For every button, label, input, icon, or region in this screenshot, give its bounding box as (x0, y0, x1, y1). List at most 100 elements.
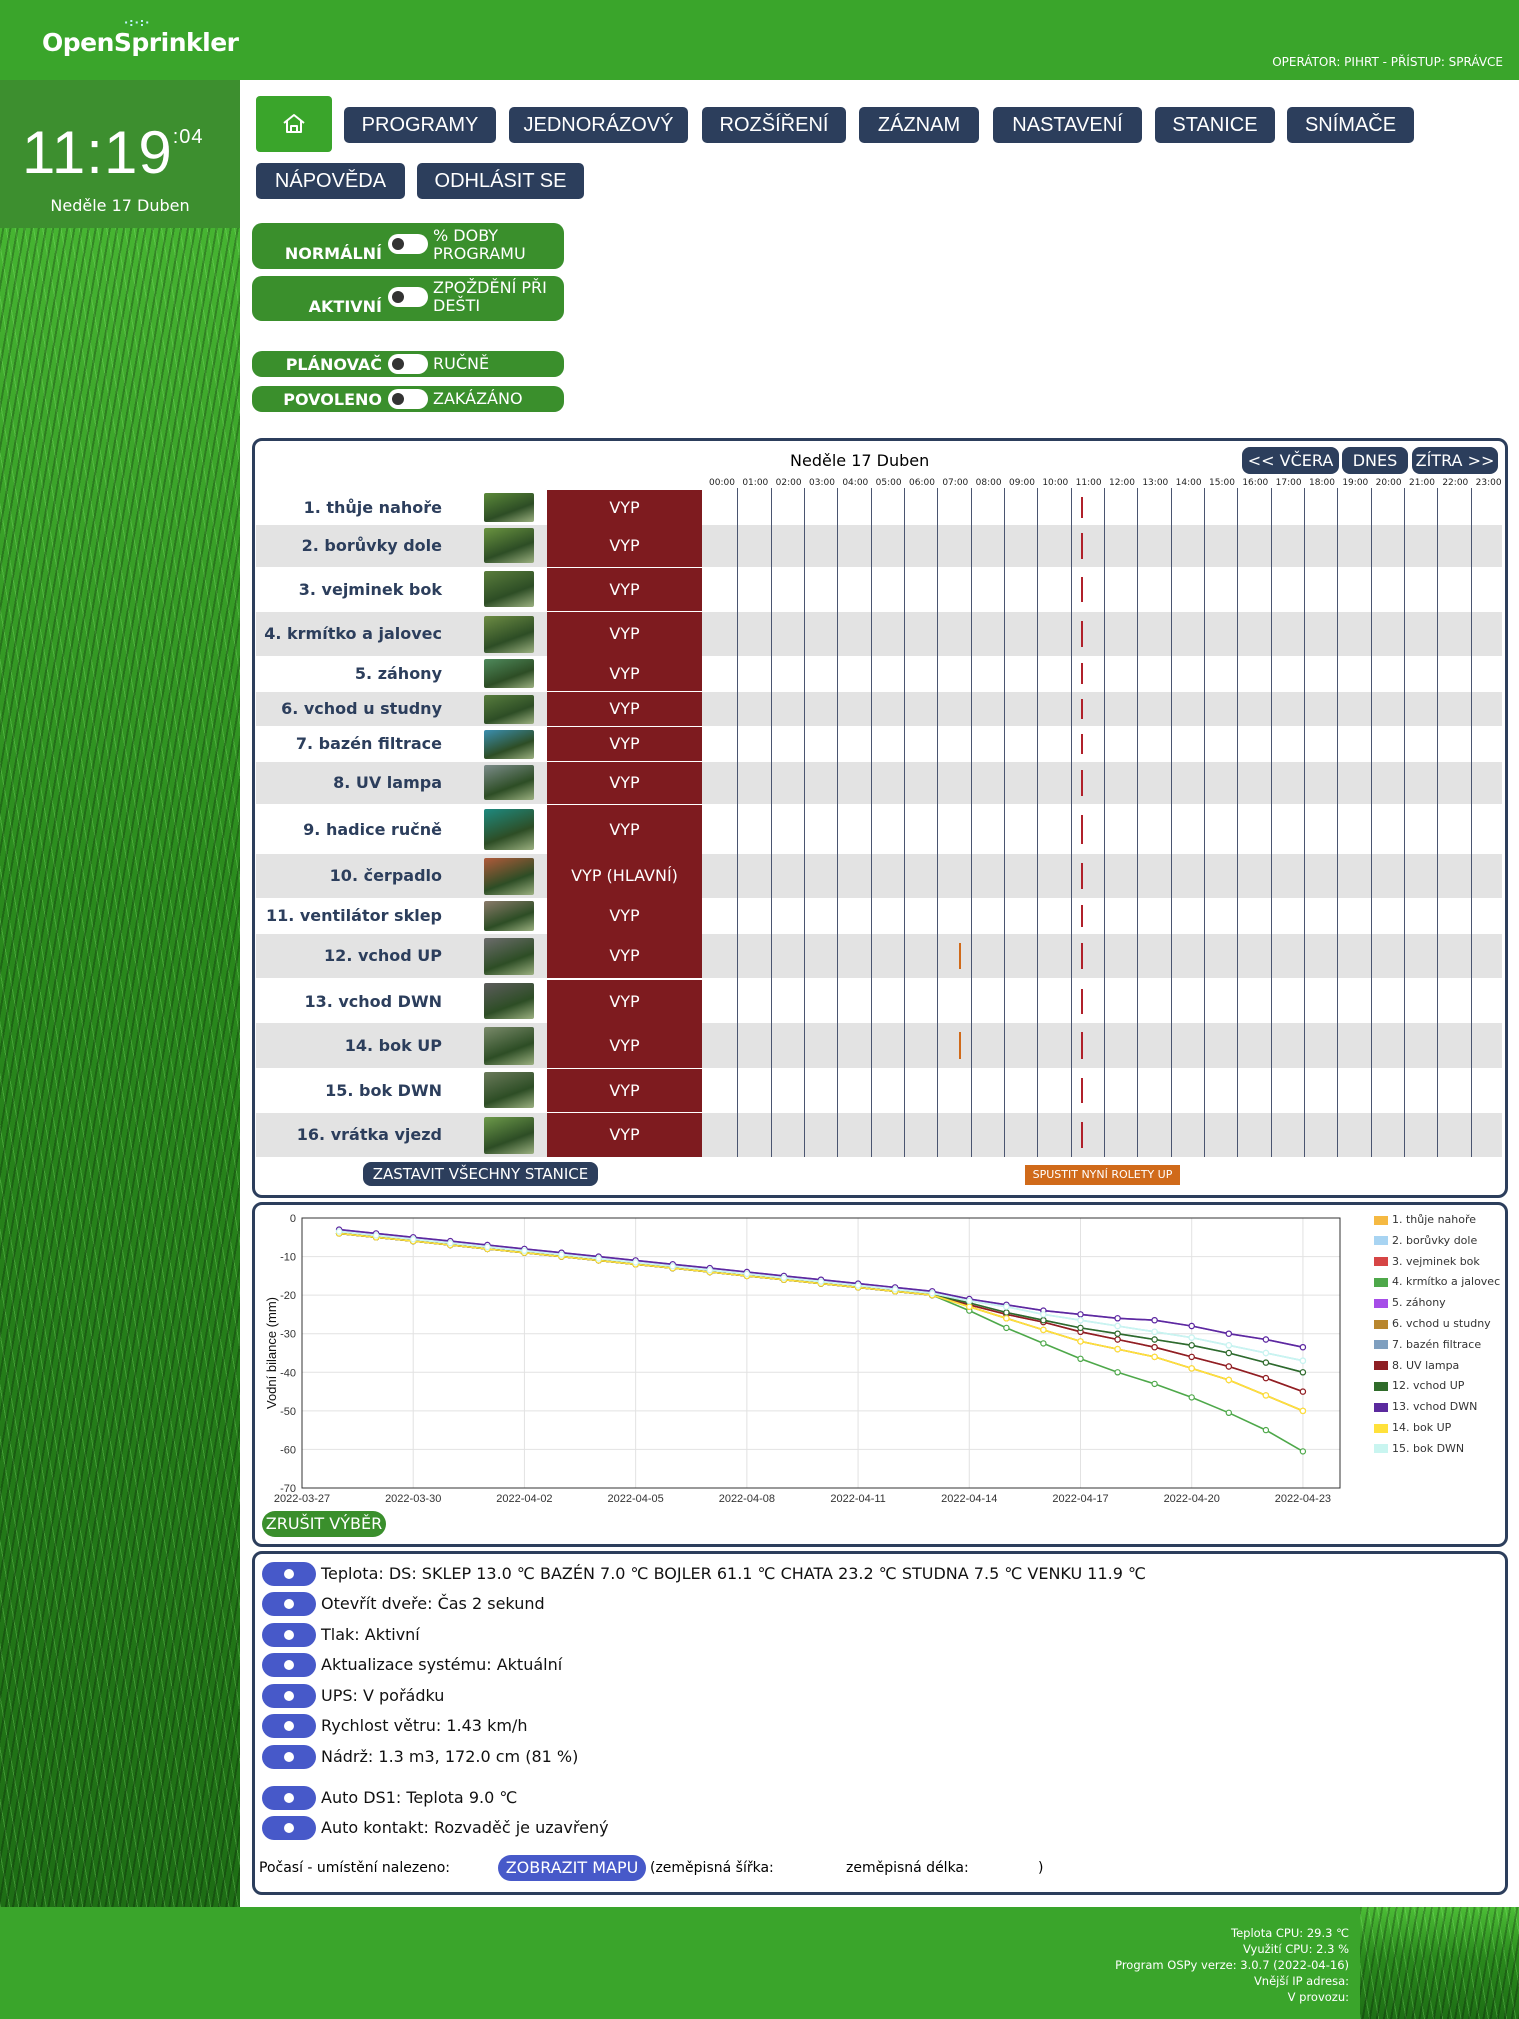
series-point[interactable] (1151, 1353, 1158, 1361)
series-point[interactable] (1003, 1303, 1010, 1310)
series-point[interactable] (891, 1286, 899, 1293)
scheduled-run-marker[interactable] (959, 1032, 961, 1059)
series-point[interactable] (1151, 1336, 1158, 1343)
series-point[interactable] (1188, 1322, 1195, 1330)
station-row[interactable]: 10. čerpadlo VYP (HLAVNÍ) (256, 854, 1502, 898)
series-point[interactable] (632, 1259, 639, 1266)
series-point[interactable] (521, 1247, 528, 1255)
series-point[interactable] (1299, 1343, 1307, 1351)
legend-item[interactable]: 8. UV lampa (1374, 1359, 1459, 1372)
sensor-toggle[interactable] (262, 1786, 316, 1810)
series-point[interactable] (1040, 1311, 1047, 1318)
legend-item[interactable]: 13. vchod DWN (1374, 1400, 1477, 1413)
series-point[interactable] (1188, 1342, 1195, 1349)
series-point[interactable] (372, 1232, 380, 1239)
legend-item[interactable]: 12. vchod UP (1374, 1379, 1464, 1392)
series-point[interactable] (780, 1274, 788, 1282)
station-row[interactable]: 7. bazén filtrace VYP (256, 727, 1502, 761)
station-row[interactable]: 4. krmítko a jalovec VYP (256, 612, 1502, 656)
series-point[interactable] (1040, 1340, 1047, 1347)
nav-sensors[interactable]: SNÍMAČE (1287, 107, 1414, 143)
legend-item[interactable]: 4. krmítko a jalovec (1374, 1275, 1500, 1288)
station-name[interactable]: 12. vchod UP (324, 946, 442, 965)
plot-area[interactable] (301, 1217, 1341, 1489)
home-button[interactable] (256, 96, 332, 152)
station-status[interactable]: VYP (547, 525, 702, 567)
series-point[interactable] (1040, 1316, 1047, 1324)
nav-programs[interactable]: PROGRAMY (344, 107, 496, 143)
station-status[interactable]: VYP (547, 727, 702, 761)
series-point[interactable] (1040, 1326, 1047, 1334)
series-point[interactable] (558, 1251, 565, 1258)
next-day-button[interactable]: ZÍTRA >> (1412, 447, 1498, 474)
station-name[interactable]: 5. záhony (354, 664, 442, 683)
series-point[interactable] (1114, 1315, 1121, 1322)
station-status[interactable]: VYP (HLAVNÍ) (547, 854, 702, 898)
legend-item[interactable]: 15. bok DWN (1374, 1442, 1464, 1455)
series-point[interactable] (1262, 1359, 1270, 1366)
series-point[interactable] (1114, 1345, 1121, 1353)
series-point[interactable] (1003, 1309, 1010, 1316)
station-name[interactable]: 4. krmítko a jalovec (264, 624, 442, 643)
toggle-switch[interactable] (388, 234, 428, 254)
legend-item[interactable]: 5. záhony (1374, 1296, 1446, 1309)
series-point[interactable] (1003, 1315, 1010, 1322)
series-point[interactable] (1151, 1343, 1158, 1351)
series-point[interactable] (595, 1255, 602, 1262)
station-name[interactable]: 8. UV lampa (333, 773, 442, 792)
series-point[interactable] (1077, 1355, 1084, 1362)
sensor-toggle[interactable] (262, 1684, 316, 1708)
station-name[interactable]: 3. vejminek bok (298, 580, 442, 599)
series-point[interactable] (1262, 1426, 1270, 1434)
station-row[interactable]: 3. vejminek bok VYP (256, 568, 1502, 611)
nav-settings[interactable]: NASTAVENÍ (993, 107, 1142, 143)
series-point[interactable] (409, 1236, 417, 1243)
series-point[interactable] (929, 1289, 936, 1297)
series-point[interactable] (817, 1278, 825, 1285)
series-point[interactable] (1299, 1388, 1307, 1395)
scheduler-toggle[interactable]: PLÁNOVAČ RUČNĚ (252, 351, 564, 377)
station-status[interactable]: VYP (547, 762, 702, 804)
nav-extensions[interactable]: ROZŠÍŘENÍ (702, 107, 846, 143)
legend-item[interactable]: 3. vejminek bok (1374, 1255, 1480, 1268)
series-point[interactable] (1225, 1342, 1233, 1349)
series-point[interactable] (1262, 1349, 1270, 1357)
station-name[interactable]: 7. bazén filtrace (295, 734, 442, 753)
station-status[interactable]: VYP (547, 1023, 702, 1068)
series-point[interactable] (1151, 1380, 1158, 1388)
run-now-button[interactable]: SPUSTIT NYNÍ ROLETY UP (1025, 1165, 1180, 1185)
series-point[interactable] (1225, 1349, 1233, 1357)
series-point[interactable] (706, 1266, 713, 1274)
station-status[interactable]: VYP (547, 1113, 702, 1157)
station-status[interactable]: VYP (547, 568, 702, 611)
series-point[interactable] (743, 1270, 751, 1278)
station-row[interactable]: 8. UV lampa VYP (256, 762, 1502, 804)
series-point[interactable] (1151, 1328, 1158, 1336)
series-point[interactable] (335, 1228, 343, 1235)
series-point[interactable] (1003, 1324, 1010, 1332)
water-level-toggle[interactable]: NORMÁLNÍ % DOBY PROGRAMU (252, 223, 564, 269)
station-status[interactable]: VYP (547, 612, 702, 656)
toggle-switch[interactable] (388, 354, 428, 374)
rain-delay-toggle[interactable]: AKTIVNÍ ZPOŽDĚNÍ PŘI DEŠTI (252, 276, 564, 321)
series-point[interactable] (1262, 1374, 1270, 1382)
station-name[interactable]: 16. vrátka vjezd (296, 1125, 442, 1144)
station-status[interactable]: VYP (547, 692, 702, 726)
stop-all-stations-button[interactable]: ZASTAVIT VŠECHNY STANICE (363, 1162, 598, 1186)
series-point[interactable] (1262, 1392, 1270, 1399)
nav-stations[interactable]: STANICE (1155, 107, 1275, 143)
show-map-button[interactable]: ZOBRAZIT MAPU (498, 1855, 646, 1881)
series-point[interactable] (1114, 1369, 1121, 1376)
legend-item[interactable]: 7. bazén filtrace (1374, 1338, 1481, 1351)
nav-log[interactable]: ZÁZNAM (859, 107, 979, 143)
toggle-switch[interactable] (388, 389, 428, 409)
station-name[interactable]: 6. vchod u studny (281, 699, 442, 718)
station-name[interactable]: 1. thůje nahoře (303, 498, 442, 517)
series-point[interactable] (1262, 1336, 1270, 1343)
series-point[interactable] (669, 1263, 676, 1270)
series-point[interactable] (1188, 1334, 1195, 1341)
sensor-toggle[interactable] (262, 1623, 316, 1647)
station-name[interactable]: 11. ventilátor sklep (265, 906, 442, 925)
sensor-toggle[interactable] (262, 1816, 316, 1840)
station-row[interactable]: 15. bok DWN VYP (256, 1069, 1502, 1112)
